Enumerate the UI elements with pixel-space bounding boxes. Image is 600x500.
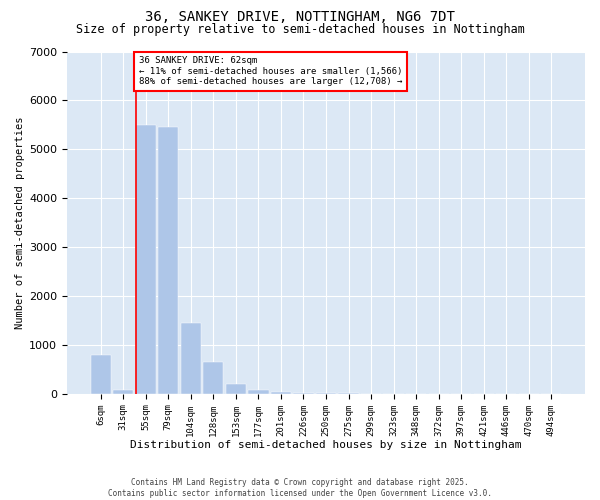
- Bar: [293, 393, 314, 394]
- X-axis label: Distribution of semi-detached houses by size in Nottingham: Distribution of semi-detached houses by …: [130, 440, 522, 450]
- Text: 36 SANKEY DRIVE: 62sqm
← 11% of semi-detached houses are smaller (1,566)
88% of : 36 SANKEY DRIVE: 62sqm ← 11% of semi-det…: [139, 56, 403, 86]
- Text: Contains HM Land Registry data © Crown copyright and database right 2025.
Contai: Contains HM Land Registry data © Crown c…: [108, 478, 492, 498]
- Bar: [158, 128, 178, 394]
- Bar: [248, 390, 269, 394]
- Bar: [271, 392, 291, 394]
- Text: 36, SANKEY DRIVE, NOTTINGHAM, NG6 7DT: 36, SANKEY DRIVE, NOTTINGHAM, NG6 7DT: [145, 10, 455, 24]
- Y-axis label: Number of semi-detached properties: Number of semi-detached properties: [15, 116, 25, 329]
- Bar: [203, 362, 223, 394]
- Bar: [91, 354, 111, 394]
- Bar: [113, 390, 133, 394]
- Bar: [181, 323, 201, 394]
- Bar: [136, 125, 156, 394]
- Text: Size of property relative to semi-detached houses in Nottingham: Size of property relative to semi-detach…: [76, 22, 524, 36]
- Bar: [226, 384, 246, 394]
